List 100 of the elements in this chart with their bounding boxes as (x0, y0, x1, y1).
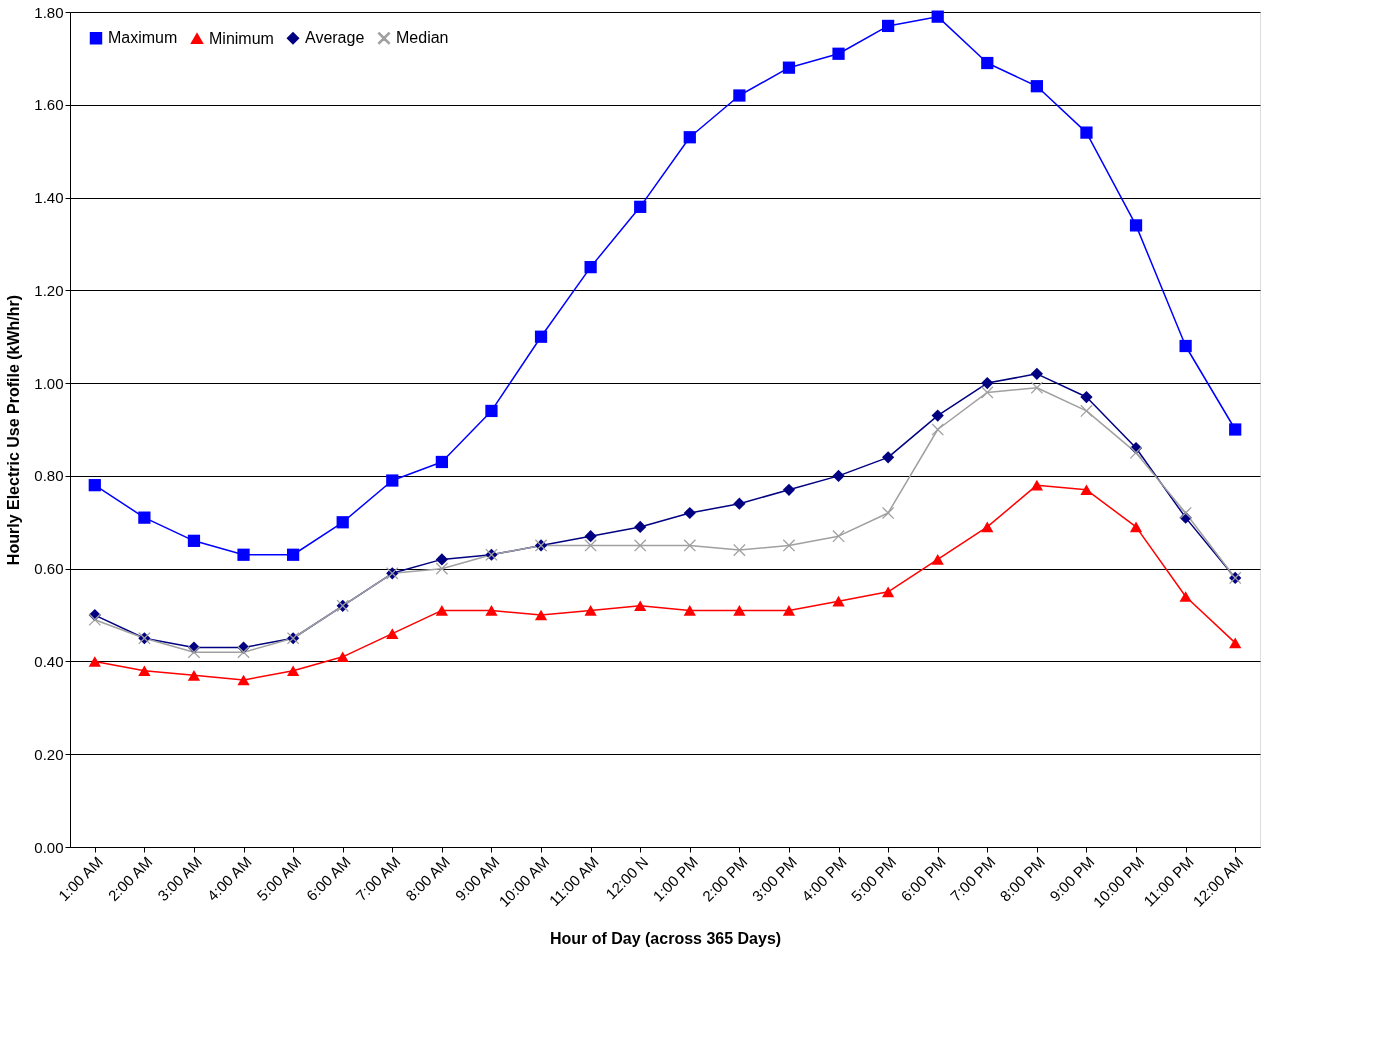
point (435, 562, 448, 575)
point (88, 613, 101, 626)
point (683, 539, 696, 552)
x-tick-label: 2:00 AM (104, 853, 156, 905)
point (1030, 479, 1043, 491)
point (1030, 80, 1043, 93)
point (683, 131, 696, 144)
point (1129, 446, 1143, 459)
point (733, 605, 746, 616)
y-tick-label: 1.20 (34, 281, 64, 299)
point (485, 404, 498, 418)
x-tick-label: 1:00 AM (54, 853, 106, 905)
point (931, 409, 944, 422)
point (534, 330, 548, 343)
point (1129, 219, 1143, 232)
point (336, 516, 349, 529)
point (237, 548, 250, 561)
point (882, 19, 895, 33)
point (287, 548, 300, 561)
x-tick-label: 8:00 PM (996, 853, 1048, 905)
legend-label: Maximum (108, 29, 178, 47)
point (386, 474, 399, 487)
point (1129, 521, 1143, 533)
point (435, 605, 448, 616)
point (832, 530, 845, 543)
x-tick-label: 5:00 PM (847, 853, 900, 905)
point (1179, 591, 1192, 602)
point (88, 479, 101, 492)
point (782, 539, 796, 552)
y-tick-label: 1.40 (34, 189, 64, 207)
point (1229, 637, 1242, 649)
point (1080, 390, 1093, 404)
y-tick-label: 1.60 (34, 96, 64, 114)
point (336, 651, 349, 663)
point (931, 423, 944, 436)
point (733, 89, 746, 102)
point (733, 497, 746, 510)
point (138, 511, 151, 524)
point (584, 605, 597, 616)
legend-label: Average (305, 29, 365, 47)
point (832, 47, 845, 60)
x-tick-label: 7:00 PM (946, 853, 999, 905)
point (832, 469, 845, 483)
point (981, 521, 994, 533)
legend-label: Minimum (209, 29, 274, 47)
point (534, 609, 548, 621)
point (1179, 339, 1192, 353)
point (237, 646, 250, 659)
point (882, 451, 895, 464)
point (386, 628, 399, 639)
point (584, 539, 597, 552)
point (782, 483, 796, 496)
point (832, 595, 845, 607)
y-tick-label: 0.80 (34, 467, 64, 485)
point (1229, 423, 1242, 436)
x-tick-label: 6:00 PM (897, 853, 949, 905)
point (981, 386, 994, 399)
point (1179, 506, 1192, 520)
point (634, 539, 647, 552)
point (981, 376, 994, 390)
point (981, 56, 994, 70)
point (88, 656, 101, 667)
y-tick-label: 0.60 (34, 560, 64, 578)
point (634, 600, 647, 612)
point (1030, 367, 1043, 380)
point (1080, 484, 1093, 496)
point (931, 10, 944, 23)
point (683, 506, 696, 520)
y-tick-label: 1.80 (34, 3, 64, 21)
point (485, 605, 498, 616)
point (287, 665, 300, 677)
point (138, 665, 151, 677)
x-tick-label: 6:00 AM (302, 853, 354, 905)
point (782, 61, 796, 74)
point (1080, 126, 1093, 139)
point (187, 534, 201, 547)
y-tick-label: 0.20 (34, 745, 64, 763)
point (435, 553, 448, 566)
y-tick-label: 0.00 (34, 838, 64, 856)
point (435, 455, 448, 469)
point (584, 530, 597, 543)
legend-label: Median (396, 29, 449, 47)
point (782, 605, 796, 616)
point (187, 646, 201, 659)
x-tick-label: 4:00 AM (203, 853, 255, 905)
y-tick-label: 0.40 (34, 652, 64, 670)
point (882, 506, 895, 520)
point (237, 674, 250, 686)
point (634, 520, 647, 534)
point (931, 554, 944, 565)
point (1030, 381, 1043, 394)
x-tick-label: 4:00 PM (798, 853, 850, 905)
point (733, 543, 746, 557)
point (882, 586, 895, 598)
point (187, 670, 201, 681)
point (683, 605, 696, 616)
point (584, 261, 597, 274)
x-tick-label: 3:00 PM (748, 853, 801, 905)
y-tick-label: 1.00 (34, 374, 64, 392)
point (1080, 404, 1093, 418)
